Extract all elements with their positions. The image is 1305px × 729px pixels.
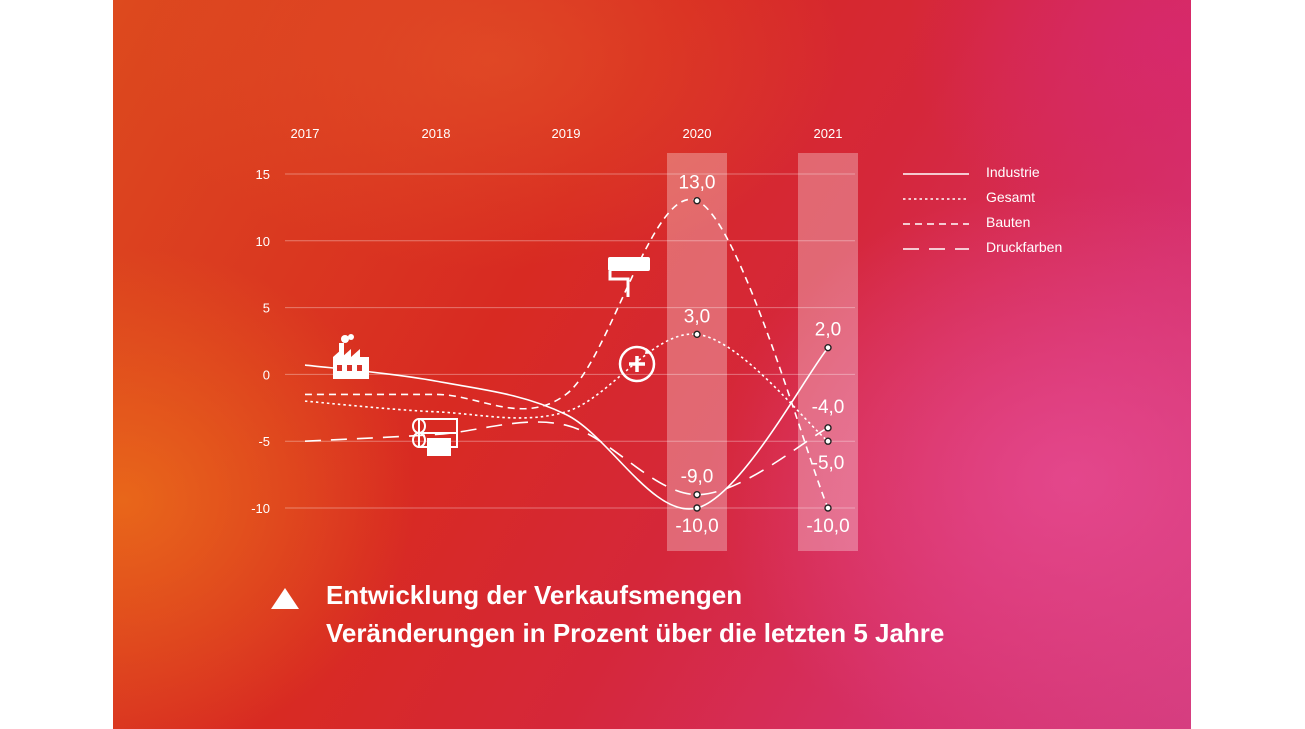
- data-point: [693, 197, 701, 205]
- x-tick-label: 2019: [552, 126, 581, 141]
- y-tick-label: 0: [263, 367, 270, 382]
- factory-icon: [333, 334, 369, 379]
- y-tick-label: -10: [251, 501, 270, 516]
- data-label: -10,0: [675, 516, 718, 537]
- series-line-bauten: [304, 198, 829, 509]
- data-label: 3,0: [684, 306, 710, 327]
- y-tick-label: 10: [256, 234, 270, 249]
- x-tick-label: 2020: [683, 126, 712, 141]
- data-label: -9,0: [681, 467, 714, 488]
- data-point: [693, 330, 701, 339]
- legend-label-bauten: Bauten: [986, 214, 1030, 230]
- data-point: [693, 504, 701, 512]
- series-line-gesamt: [304, 333, 829, 442]
- infographic-panel: 15 10 5 0 -5 -10 2017 2018 2019 2020 2021: [113, 0, 1191, 729]
- highlight-band-2020: [667, 153, 727, 551]
- data-label: 13,0: [679, 173, 716, 194]
- data-label: -4,0: [812, 397, 845, 418]
- sales-chart: 15 10 5 0 -5 -10 2017 2018 2019 2020 2021: [251, 126, 1062, 551]
- series-line-industrie: [304, 347, 829, 510]
- legend-label-industrie: Industrie: [986, 164, 1040, 180]
- caption-title: Entwicklung der Verkaufsmengen: [326, 580, 743, 610]
- x-tick-label: 2017: [291, 126, 320, 141]
- x-tick-label: 2018: [422, 126, 451, 141]
- legend-label-gesamt: Gesamt: [986, 189, 1035, 205]
- data-point: [824, 424, 832, 432]
- series-line-druckfarben: [304, 421, 829, 496]
- data-label: 2,0: [815, 320, 841, 341]
- y-tick-label: 15: [256, 167, 270, 182]
- data-point: [824, 437, 832, 445]
- triangle-up-icon: [271, 588, 299, 609]
- x-tick-label: 2021: [814, 126, 843, 141]
- printing-rollers-icon: [412, 418, 458, 456]
- data-label: -5,0: [812, 453, 845, 474]
- plus-circle-icon: [618, 345, 656, 383]
- y-tick-label: 5: [263, 301, 270, 316]
- highlight-band-2021: [798, 153, 858, 551]
- data-label: -10,0: [806, 516, 849, 537]
- data-point: [824, 504, 832, 512]
- legend-label-druckfarben: Druckfarben: [986, 239, 1062, 255]
- data-point: [824, 343, 832, 352]
- data-point: [693, 490, 701, 499]
- caption-subtitle: Veränderungen in Prozent über die letzte…: [326, 618, 945, 648]
- y-tick-label: -5: [258, 434, 270, 449]
- paint-roller-icon: [608, 257, 650, 297]
